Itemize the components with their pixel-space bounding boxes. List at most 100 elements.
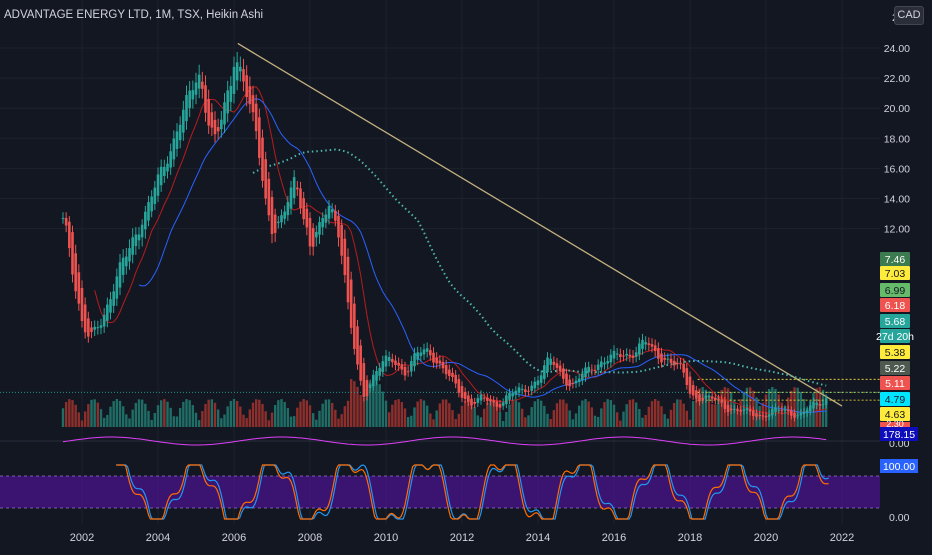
candle-body bbox=[739, 410, 742, 412]
volume-bar bbox=[736, 408, 739, 427]
volume-bar bbox=[334, 409, 337, 427]
volume-bar bbox=[391, 404, 394, 427]
candle-body bbox=[321, 218, 324, 228]
candle-body bbox=[71, 232, 74, 275]
candle-body bbox=[647, 343, 651, 345]
volume-bar bbox=[175, 416, 179, 427]
volume-bar bbox=[476, 415, 480, 427]
volume-bar bbox=[581, 400, 584, 427]
volume-bar bbox=[273, 404, 277, 427]
candle-body bbox=[156, 174, 160, 196]
volume-bar bbox=[353, 381, 356, 427]
candle-body bbox=[609, 354, 613, 363]
candle-body bbox=[432, 352, 435, 363]
candle-body bbox=[131, 237, 134, 255]
candle-body bbox=[356, 326, 359, 365]
candle-body bbox=[194, 82, 198, 95]
candle-body bbox=[444, 365, 448, 375]
volume-bar bbox=[612, 404, 616, 427]
volume-bar bbox=[710, 404, 714, 427]
candle-body bbox=[669, 358, 673, 363]
candle-body bbox=[562, 368, 565, 379]
volume-bar bbox=[220, 418, 223, 427]
candle-body bbox=[435, 357, 438, 364]
candle-body bbox=[289, 187, 293, 209]
volume-bar bbox=[140, 399, 144, 427]
volume-bar bbox=[457, 413, 461, 427]
volume-bar bbox=[299, 401, 302, 427]
candle-body bbox=[505, 395, 508, 405]
volume-bar bbox=[631, 399, 635, 427]
candle-body bbox=[419, 352, 423, 357]
candle-body bbox=[425, 348, 429, 352]
candle-body bbox=[121, 257, 125, 275]
candle-body bbox=[245, 75, 248, 98]
price-label-box bbox=[880, 422, 910, 427]
volume-bar bbox=[159, 400, 163, 427]
volume-bar bbox=[346, 400, 350, 427]
volume-bar bbox=[647, 406, 651, 427]
volume-bar bbox=[270, 412, 274, 427]
candle-body bbox=[752, 410, 755, 416]
price-label-text: 7.03 bbox=[885, 268, 906, 280]
candle-body bbox=[631, 355, 635, 358]
candle-body bbox=[220, 119, 223, 130]
candle-body bbox=[799, 412, 803, 416]
volume-bar bbox=[131, 409, 134, 427]
volume-bar bbox=[552, 410, 556, 427]
candle-body bbox=[790, 410, 793, 416]
volume-bar bbox=[365, 389, 369, 427]
candle-body bbox=[324, 214, 328, 223]
candle-body bbox=[726, 404, 730, 413]
candle-body bbox=[169, 151, 172, 168]
candle-body bbox=[508, 392, 511, 400]
candle-body bbox=[210, 112, 214, 128]
candle-body bbox=[520, 388, 524, 391]
candle-body bbox=[714, 397, 717, 401]
volume-bar bbox=[305, 400, 309, 427]
volume-bar bbox=[261, 403, 264, 427]
candle-body bbox=[546, 357, 549, 373]
volume-bar bbox=[432, 419, 435, 427]
candle-body bbox=[226, 90, 229, 114]
volume-bar bbox=[584, 399, 587, 427]
volume-bar bbox=[106, 414, 109, 427]
volume-bar bbox=[416, 401, 419, 427]
price-label-box bbox=[880, 252, 910, 266]
y-tick-label: 24.00 bbox=[884, 43, 910, 55]
volume-bar bbox=[625, 404, 628, 427]
volume-bar bbox=[169, 407, 172, 427]
stoch-value-box bbox=[880, 459, 918, 473]
currency-button[interactable]: CAD bbox=[894, 6, 924, 25]
volume-bar bbox=[343, 406, 347, 427]
dotted-ma-line bbox=[252, 148, 827, 387]
x-tick-label: 2002 bbox=[70, 532, 94, 544]
volume-bar bbox=[356, 386, 359, 427]
volume-bar bbox=[115, 399, 119, 427]
price-label-box bbox=[880, 283, 910, 297]
volume-bar bbox=[163, 399, 166, 427]
candle-body bbox=[707, 395, 711, 398]
volume-bar bbox=[213, 402, 217, 427]
candle-body bbox=[783, 409, 787, 411]
volume-bar bbox=[486, 402, 489, 427]
stoch-d-line bbox=[116, 464, 829, 520]
candle-body bbox=[153, 187, 157, 204]
candle-body bbox=[777, 409, 780, 411]
volume-bar bbox=[178, 407, 182, 427]
volume-bar bbox=[463, 400, 467, 427]
candle-body bbox=[584, 367, 587, 377]
candle-body bbox=[128, 248, 131, 262]
candle-body bbox=[733, 409, 736, 411]
volume-bar bbox=[102, 417, 106, 427]
candle-body bbox=[691, 385, 695, 396]
volume-bar bbox=[289, 416, 293, 427]
candle-body bbox=[178, 124, 182, 141]
volume-bar bbox=[223, 414, 226, 427]
volume-bar bbox=[87, 404, 90, 427]
volume-bar bbox=[615, 412, 619, 427]
volume-bar bbox=[61, 408, 65, 427]
candle-body bbox=[824, 398, 828, 405]
